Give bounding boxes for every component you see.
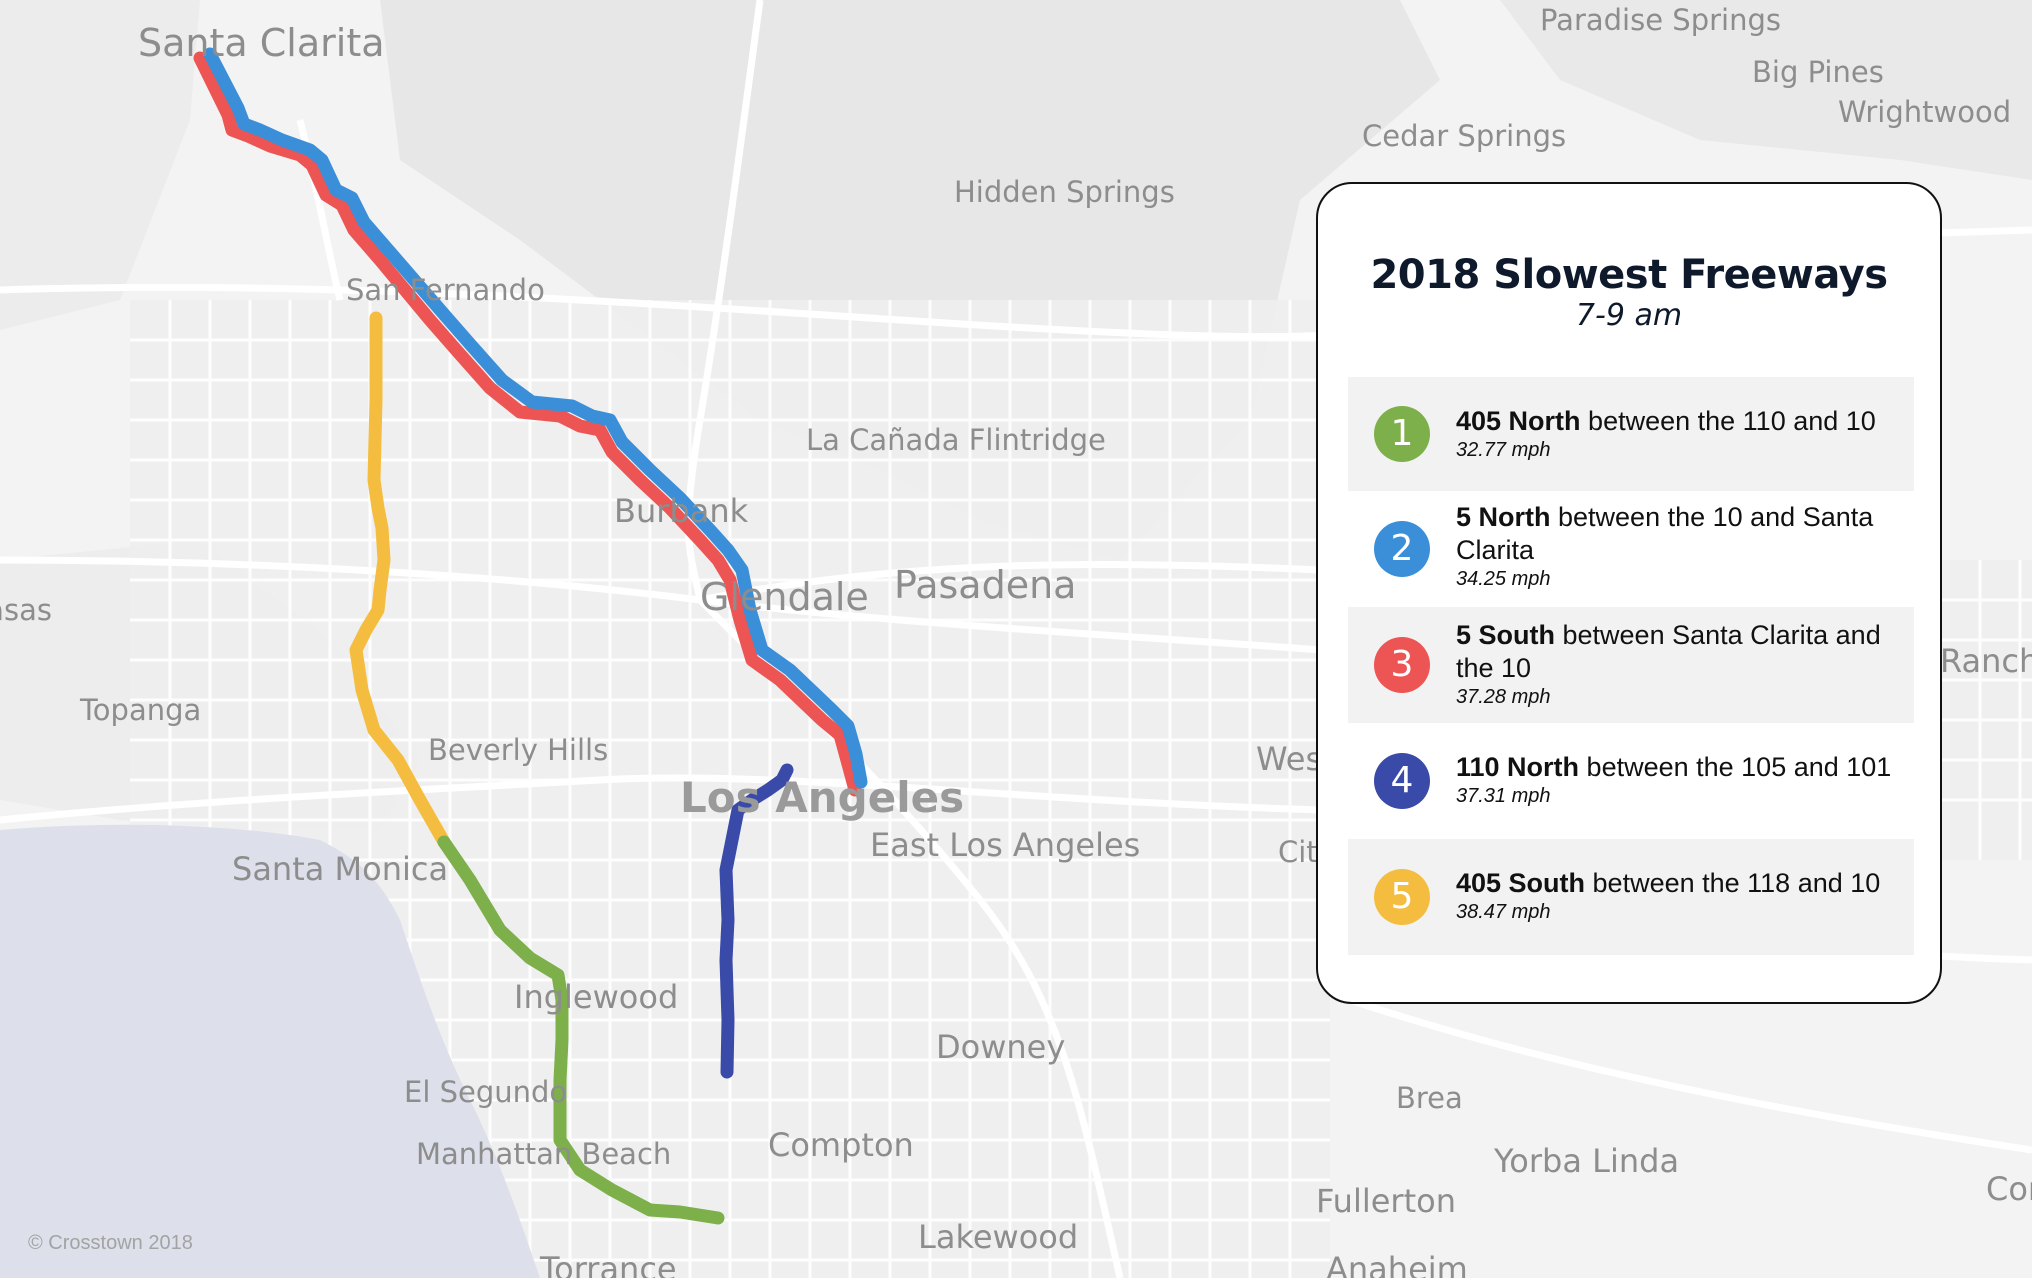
mountain-shading-west (0, 0, 200, 330)
route-405-south (349, 311, 451, 849)
label-pasadena: Pasadena (894, 563, 1076, 607)
route-name-2: 5 North (1456, 502, 1551, 532)
legend-item-4: 4 110 North between the 105 and 101 37.3… (1348, 723, 1914, 839)
route-description-1: between the 110 and 10 (1580, 406, 1876, 436)
rank-badge-5: 5 (1374, 869, 1430, 925)
route-speed-2: 34.25 mph (1456, 568, 1551, 590)
label-fullerton: Fullerton (1316, 1182, 1456, 1220)
route-description-4: between the 105 and 101 (1579, 752, 1892, 782)
label-santa-monica: Santa Monica (232, 850, 448, 888)
label-paradise-springs: Paradise Springs (1540, 3, 1781, 37)
label-beverly-hills: Beverly Hills (428, 733, 608, 767)
label-downey: Downey (936, 1028, 1065, 1066)
label-anaheim: Anaheim (1326, 1250, 1468, 1278)
rank-badge-3: 3 (1374, 637, 1430, 693)
route-name-5: 405 South (1456, 868, 1586, 898)
route-speed-3: 37.28 mph (1456, 686, 1551, 708)
route-5-north (203, 47, 868, 789)
route-description-3: between Santa Clarita and the 10 (1456, 620, 1881, 683)
pacific-ocean (0, 824, 540, 1278)
map-credit: © Crosstown 2018 (28, 1232, 193, 1254)
route-name-3: 5 South (1456, 620, 1555, 650)
legend-item-3: 3 5 South between Santa Clarita and the … (1348, 607, 1914, 723)
freeway-routes (193, 47, 868, 1225)
route-speed-4: 37.31 mph (1456, 785, 1551, 807)
route-110-north (719, 763, 794, 1079)
label-topanga: Topanga (79, 693, 201, 727)
legend-item-text-2: 5 North between the 10 and Santa Clarita… (1456, 501, 1894, 591)
label-la-canada-flintridge: La Cañada Flintridge (806, 423, 1106, 457)
legend-item-2: 2 5 North between the 10 and Santa Clari… (1348, 491, 1914, 607)
label-el-segundo: El Segundo (404, 1075, 567, 1109)
label-rancho-cucamonga: Rancho Cucamonga (1940, 642, 2032, 680)
label-torrance: Torrance (539, 1250, 677, 1278)
label-cedar-springs: Cedar Springs (1362, 119, 1566, 153)
legend-title: 2018 Slowest Freeways (1370, 252, 1888, 298)
legend-item-text-3: 5 South between Santa Clarita and the 10… (1456, 619, 1894, 709)
label-corona: Corona (1986, 1170, 2032, 1208)
label-calabasas: Calabasas (0, 593, 52, 627)
route-speed-5: 38.47 mph (1456, 901, 1551, 923)
label-inglewood: Inglewood (514, 978, 678, 1016)
route-405-north (437, 835, 725, 1225)
legend-panel: 2018 Slowest Freeways 7-9 am 1 405 North… (1316, 182, 1942, 1004)
rank-badge-1: 1 (1374, 406, 1430, 462)
label-yorba-linda: Yorba Linda (1493, 1142, 1679, 1180)
route-5-south (193, 51, 862, 797)
label-lakewood: Lakewood (918, 1218, 1078, 1256)
label-big-pines: Big Pines (1752, 55, 1884, 89)
label-manhattan-beach: Manhattan Beach (416, 1137, 671, 1171)
legend-item-text-5: 405 South between the 118 and 10 38.47 m… (1456, 867, 1894, 924)
rank-badge-2: 2 (1374, 521, 1430, 577)
rank-badge-4: 4 (1374, 753, 1430, 809)
label-san-fernando: San Fernando (346, 273, 545, 307)
label-compton: Compton (768, 1126, 914, 1164)
label-los-angeles: Los Angeles (680, 773, 964, 822)
label-east-los-angeles: East Los Angeles (870, 826, 1140, 864)
route-name-4: 110 North (1456, 752, 1580, 782)
mountain-shading-east (1500, 0, 2032, 180)
label-glendale: Glendale (700, 575, 869, 619)
label-wrightwood: Wrightwood (1838, 95, 2011, 129)
label-burbank: Burbank (614, 492, 749, 530)
route-speed-1: 32.77 mph (1456, 439, 1551, 461)
legend-item-5: 5 405 South between the 118 and 10 38.47… (1348, 839, 1914, 955)
route-description-5: between the 118 and 10 (1585, 868, 1881, 898)
legend-subtitle: 7-9 am (1575, 298, 1683, 333)
label-santa-clarita: Santa Clarita (138, 21, 385, 65)
label-brea: Brea (1396, 1081, 1463, 1115)
route-description-2: between the 10 and Santa Clarita (1456, 502, 1874, 565)
label-hidden-springs: Hidden Springs (954, 175, 1175, 209)
legend-item-text-1: 405 North between the 110 and 10 32.77 m… (1456, 405, 1894, 462)
legend-item-text-4: 110 North between the 105 and 101 37.31 … (1456, 751, 1894, 808)
legend-item-1: 1 405 North between the 110 and 10 32.77… (1348, 377, 1914, 491)
route-name-1: 405 North (1456, 406, 1581, 436)
